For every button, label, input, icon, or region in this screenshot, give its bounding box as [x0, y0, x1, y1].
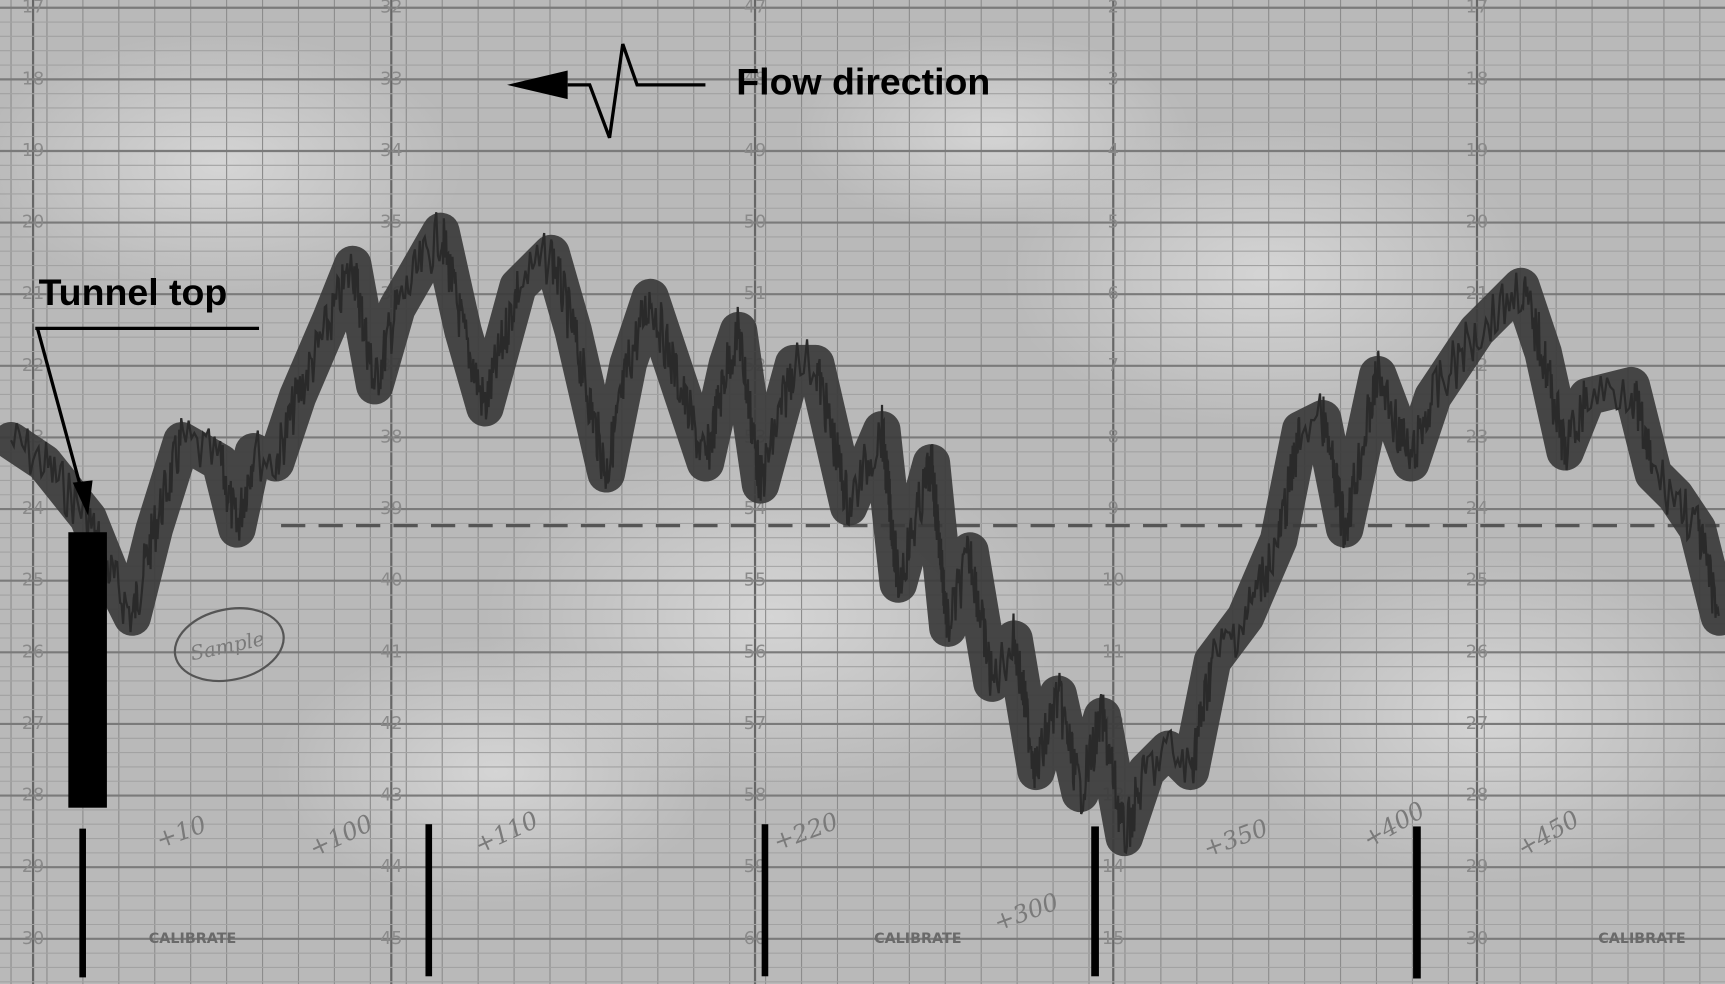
- scale-label: 32: [380, 0, 402, 18]
- scale-label: 4: [1108, 141, 1119, 161]
- calibrate-label: CALIBRATE: [1598, 931, 1685, 947]
- scale-label: 10: [1102, 571, 1124, 591]
- tunnel-top-leader: [35, 327, 88, 508]
- scale-label: 45: [380, 929, 402, 949]
- scale-label: 30: [22, 929, 44, 949]
- flow-arrow: [507, 43, 706, 139]
- scale-label: 14: [1102, 857, 1124, 877]
- scale-label: 11: [1102, 642, 1124, 662]
- scale-label: 5: [1108, 213, 1119, 233]
- scale-label: 48: [744, 69, 766, 89]
- station-tick: [425, 824, 433, 977]
- scale-label: 17: [1466, 0, 1488, 18]
- scale-label: 35: [380, 213, 402, 233]
- station-tick: [1413, 826, 1421, 979]
- scale-label: 25: [22, 571, 44, 591]
- station-tick: [79, 828, 86, 978]
- scale-label: 3: [1108, 69, 1119, 89]
- scale-label: 18: [22, 69, 44, 89]
- scale-label: 42: [380, 714, 402, 734]
- flow-direction-label: Flow direction: [736, 61, 990, 103]
- scale-label: 27: [1466, 714, 1488, 734]
- scale-label: 51: [744, 284, 766, 304]
- station-tick: [761, 824, 769, 977]
- scale-label: 29: [1466, 857, 1488, 877]
- scale-label: 24: [22, 499, 44, 519]
- scale-label: 55: [744, 571, 766, 591]
- scale-label: 28: [1466, 786, 1488, 806]
- sample-circle: [173, 607, 285, 683]
- scale-label: 8: [1108, 427, 1119, 447]
- scale-label: 19: [1466, 141, 1488, 161]
- scale-label: 18: [1466, 69, 1488, 89]
- scale-label: 26: [1466, 642, 1488, 662]
- signal-noise: [10, 212, 1720, 855]
- scale-label: 22: [22, 356, 44, 376]
- scale-label: 40: [380, 571, 402, 591]
- scale-label: 43: [380, 786, 402, 806]
- scale-label: 54: [744, 499, 766, 519]
- calibrate-label: CALIBRATE: [874, 931, 961, 947]
- scale-label: 6: [1108, 284, 1119, 304]
- scale-label: 27: [22, 714, 44, 734]
- scale-label: 33: [380, 69, 402, 89]
- tunnel-top-arrowhead: [72, 480, 93, 516]
- scale-label: 24: [1466, 499, 1488, 519]
- scale-label: 44: [380, 857, 402, 877]
- scale-label: 59: [744, 857, 766, 877]
- scale-label: 23: [1466, 427, 1488, 447]
- scale-label: 17: [22, 0, 44, 18]
- scale-label: 57: [744, 714, 766, 734]
- station-tick: [1091, 826, 1099, 977]
- scale-label: 15: [1102, 929, 1124, 949]
- scale-label: 34: [380, 141, 402, 161]
- scale-label: 20: [22, 213, 44, 233]
- tunnel-top-label: Tunnel top: [39, 271, 228, 313]
- scale-label: 41: [380, 642, 402, 662]
- scale-label: 7: [1108, 356, 1119, 376]
- scale-label: 50: [744, 213, 766, 233]
- scale-label: 2: [1108, 0, 1119, 18]
- scale-label: 49: [744, 141, 766, 161]
- scale-label: 47: [744, 0, 766, 18]
- scale-label: 20: [1466, 213, 1488, 233]
- scale-label: 60: [744, 929, 766, 949]
- scale-label: 28: [22, 786, 44, 806]
- markers: [68, 532, 1421, 979]
- scale-label: 29: [22, 857, 44, 877]
- scale-label: 26: [22, 642, 44, 662]
- scale-label: 21: [22, 284, 44, 304]
- scale-label: 9: [1108, 499, 1119, 519]
- scale-label: 38: [380, 427, 402, 447]
- scale-label: 58: [744, 786, 766, 806]
- scale-label: 19: [22, 141, 44, 161]
- scale-label: 56: [744, 642, 766, 662]
- scale-label: 25: [1466, 571, 1488, 591]
- scale-label: 39: [380, 499, 402, 519]
- scale-labels: 1718192021222324252627282930323334353637…: [22, 0, 1488, 949]
- scale-label: 30: [1466, 929, 1488, 949]
- calibrate-label: CALIBRATE: [149, 931, 236, 947]
- tunnel-top-block: [68, 532, 107, 808]
